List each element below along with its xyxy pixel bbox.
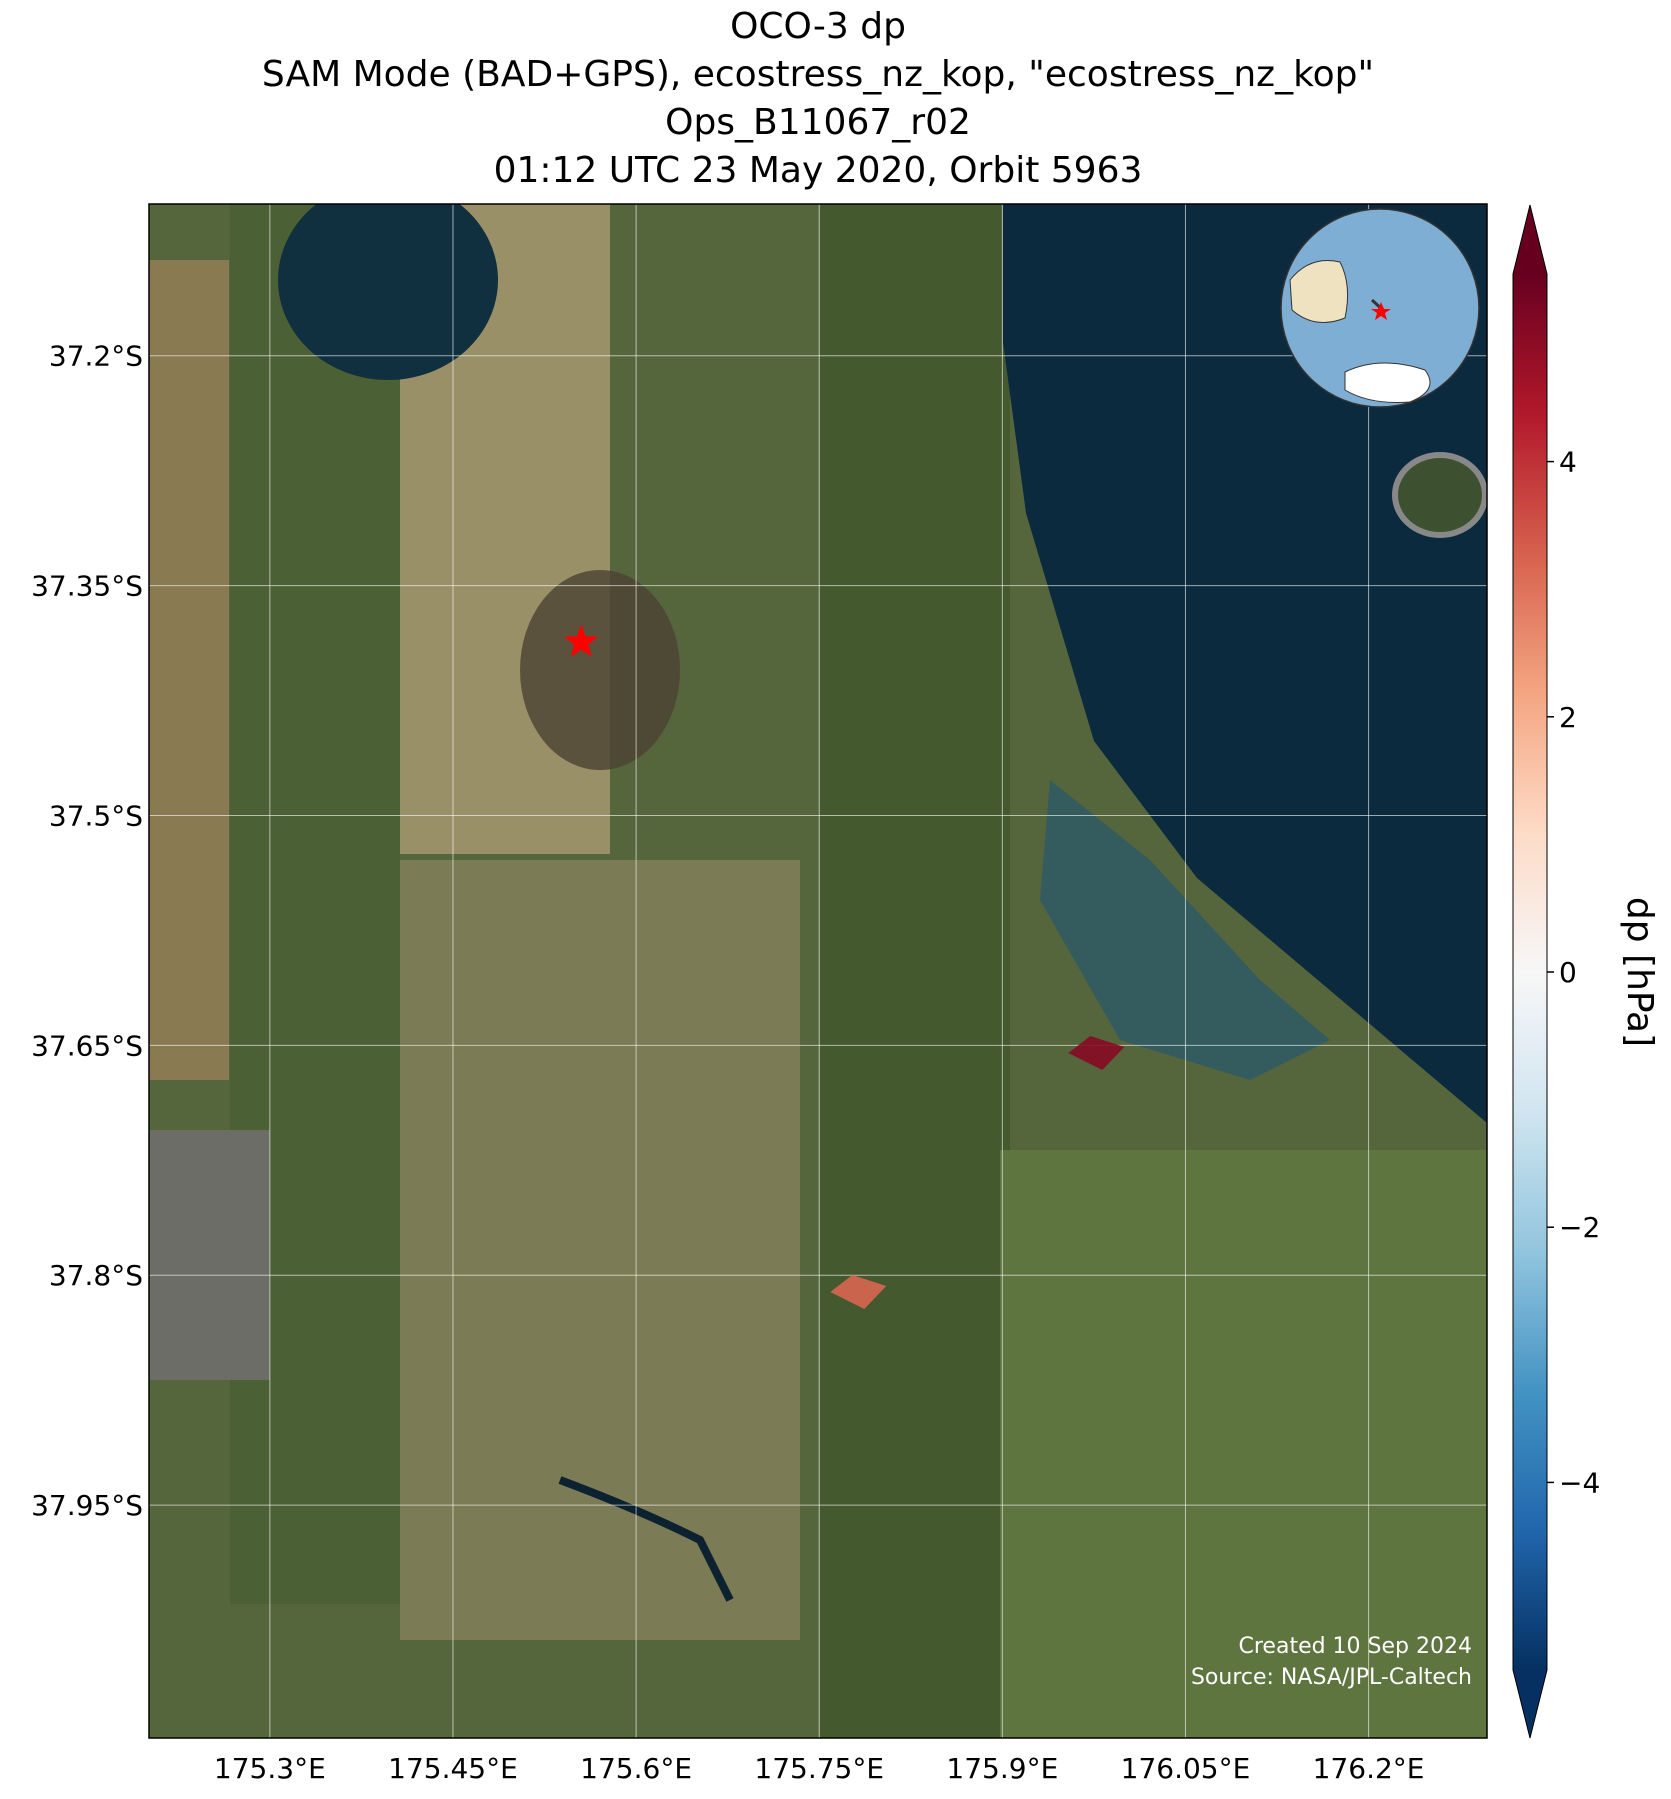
land-patch bbox=[1000, 1150, 1487, 1738]
colorbar-tick-label: 2 bbox=[1559, 701, 1577, 734]
footprint bbox=[1068, 1035, 1125, 1070]
locator-globe bbox=[1280, 208, 1480, 408]
australia bbox=[1289, 260, 1349, 323]
data-layer bbox=[564, 624, 1125, 1310]
credit: Created 10 Sep 2024 bbox=[1239, 1634, 1473, 1659]
land-patch bbox=[820, 204, 1010, 1738]
land-patch bbox=[149, 260, 229, 1080]
ocean bbox=[1003, 204, 1487, 1123]
island bbox=[1392, 452, 1487, 538]
basemap bbox=[149, 204, 1487, 1738]
globe-target bbox=[1371, 302, 1391, 320]
colorbar-tick-label: 4 bbox=[1559, 446, 1577, 479]
x-tick-label: 175.45°E bbox=[388, 1752, 518, 1785]
title: OCO-3 dp bbox=[730, 6, 906, 47]
x-tick-label: 176.2°E bbox=[1313, 1752, 1425, 1785]
river bbox=[558, 1476, 734, 1602]
urban bbox=[150, 1130, 270, 1380]
land-patch bbox=[230, 204, 400, 1604]
subtitle: Ops_B11067_r02 bbox=[665, 102, 971, 143]
colorbar-tick-label: 0 bbox=[1559, 956, 1577, 989]
title-block: OCO-3 dp SAM Mode (BAD+GPS), ecostress_n… bbox=[262, 6, 1374, 191]
colorbar-frame bbox=[1512, 204, 1548, 1739]
x-tick-label: 175.3°E bbox=[214, 1752, 326, 1785]
footprint bbox=[830, 1275, 887, 1310]
y-tick-label: 37.35°S bbox=[31, 570, 143, 603]
colorbar-body bbox=[1513, 274, 1547, 1670]
map-frame bbox=[148, 203, 1488, 1739]
colorbar-extend-max bbox=[1513, 205, 1547, 274]
colorbar-label: dp [hPa] bbox=[1619, 897, 1660, 1047]
x-tick-label: 176.05°E bbox=[1121, 1752, 1251, 1785]
colorbar-tick-label: −4 bbox=[1559, 1466, 1600, 1499]
grid bbox=[149, 204, 1487, 1738]
land-patch bbox=[520, 570, 680, 770]
colorbar-tick-label: −2 bbox=[1559, 1211, 1600, 1244]
subtitle: SAM Mode (BAD+GPS), ecostress_nz_kop, "e… bbox=[262, 54, 1374, 95]
y-tick-label: 37.2°S bbox=[49, 340, 143, 373]
antarctica bbox=[1344, 362, 1431, 403]
target-star bbox=[564, 624, 599, 657]
y-tick-label: 37.8°S bbox=[49, 1259, 143, 1292]
x-tick-label: 175.9°E bbox=[946, 1752, 1058, 1785]
credit: Source: NASA/JPL-Caltech bbox=[1191, 1665, 1472, 1690]
y-tick-label: 37.95°S bbox=[31, 1489, 143, 1522]
harbour bbox=[278, 204, 498, 380]
y-tick-label: 37.5°S bbox=[49, 799, 143, 832]
colorbar-extend-min bbox=[1513, 1670, 1547, 1738]
land-patch bbox=[400, 860, 800, 1640]
x-tick-label: 175.75°E bbox=[754, 1752, 884, 1785]
x-tick-label: 175.6°E bbox=[580, 1752, 692, 1785]
y-tick-label: 37.65°S bbox=[31, 1029, 143, 1062]
colorbar: −4 −2 0 2 4 bbox=[1512, 204, 1600, 1739]
subtitle: 01:12 UTC 23 May 2020, Orbit 5963 bbox=[494, 150, 1143, 191]
